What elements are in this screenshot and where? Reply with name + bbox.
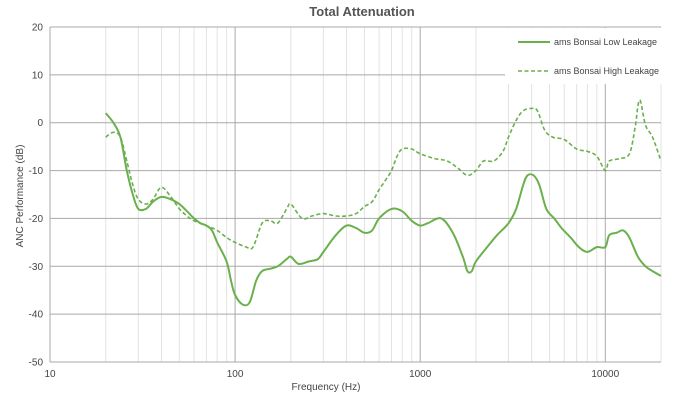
x-tick-label: 10000	[591, 369, 619, 380]
y-tick-label: 10	[32, 70, 44, 81]
y-axis-title: ANC Performance (dB)	[15, 145, 26, 248]
y-tick-label: -50	[29, 358, 44, 369]
x-tick-label: 100	[227, 369, 244, 380]
y-tick-label: 0	[37, 118, 43, 129]
legend-label-low-leakage: ams Bonsai Low Leakage	[554, 37, 657, 47]
y-tick-label: -10	[29, 166, 44, 177]
y-tick-label: -30	[29, 262, 44, 273]
minor-gridlines	[105, 27, 662, 362]
legend-label-high-leakage: ams Bonsai High Leakage	[554, 66, 659, 76]
y-tick-label: -40	[29, 310, 44, 321]
series-lines	[104, 99, 662, 307]
major-gridlines	[49, 26, 661, 363]
x-tick-label: 10	[44, 369, 56, 380]
y-tick-label: -20	[29, 214, 44, 225]
legend: ams Bonsai Low Leakage ams Bonsai High L…	[505, 28, 670, 84]
x-tick-label: 1000	[409, 369, 432, 380]
y-tick-label: 20	[32, 23, 44, 34]
legend-background	[505, 28, 670, 84]
x-axis-ticks: 10 100 1000 10000	[44, 369, 619, 380]
y-axis-ticks: -50 -40 -30 -20 -10 0 10 20	[29, 23, 44, 369]
series-line-low-leakage	[104, 112, 662, 307]
x-axis-title: Frequency (Hz)	[292, 382, 361, 393]
chart-title: Total Attenuation	[309, 4, 414, 19]
